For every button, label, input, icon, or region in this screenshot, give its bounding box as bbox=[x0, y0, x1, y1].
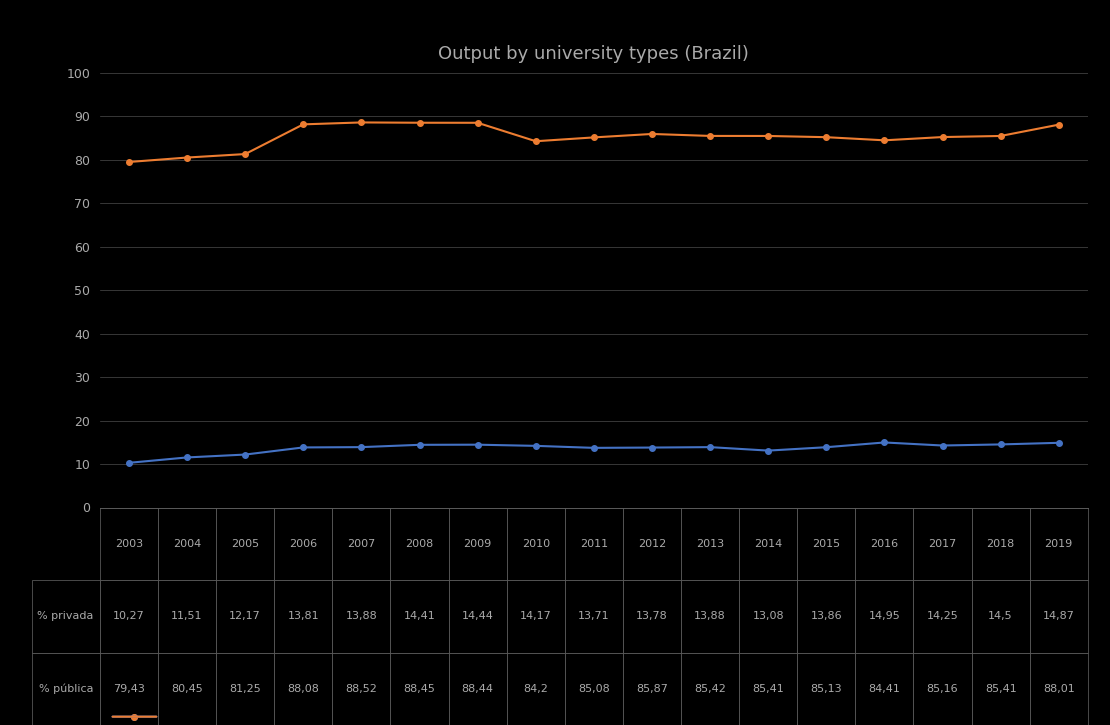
Line: % pública: % pública bbox=[127, 120, 1061, 165]
% pública bbox=[936, 133, 949, 141]
% privada bbox=[529, 442, 543, 450]
% privada bbox=[645, 443, 658, 452]
% pública bbox=[471, 118, 484, 127]
% pública bbox=[355, 118, 369, 127]
% pública bbox=[1052, 120, 1066, 129]
% privada bbox=[296, 443, 310, 452]
% privada bbox=[181, 453, 194, 462]
% privada bbox=[355, 443, 369, 452]
% privada bbox=[587, 444, 601, 452]
% privada bbox=[936, 441, 949, 450]
% privada bbox=[704, 443, 717, 452]
% pública bbox=[704, 131, 717, 140]
Title: Output by university types (Brazil): Output by university types (Brazil) bbox=[438, 45, 749, 62]
% privada bbox=[471, 440, 484, 449]
Line: % privada: % privada bbox=[127, 439, 1061, 465]
% pública bbox=[819, 133, 832, 141]
% pública bbox=[993, 132, 1007, 141]
% privada bbox=[122, 458, 135, 467]
% pública bbox=[181, 153, 194, 162]
% pública bbox=[529, 137, 543, 146]
% privada bbox=[1052, 439, 1066, 447]
% privada bbox=[993, 440, 1007, 449]
% privada bbox=[761, 447, 775, 455]
% pública bbox=[878, 136, 891, 145]
% pública bbox=[587, 133, 601, 142]
% privada bbox=[878, 438, 891, 447]
% privada bbox=[413, 441, 426, 450]
% privada bbox=[239, 450, 252, 459]
% pública bbox=[645, 130, 658, 138]
% pública bbox=[122, 157, 135, 166]
% pública bbox=[413, 118, 426, 127]
% pública bbox=[296, 120, 310, 129]
% pública bbox=[239, 150, 252, 159]
% privada bbox=[819, 443, 832, 452]
% pública bbox=[761, 132, 775, 141]
